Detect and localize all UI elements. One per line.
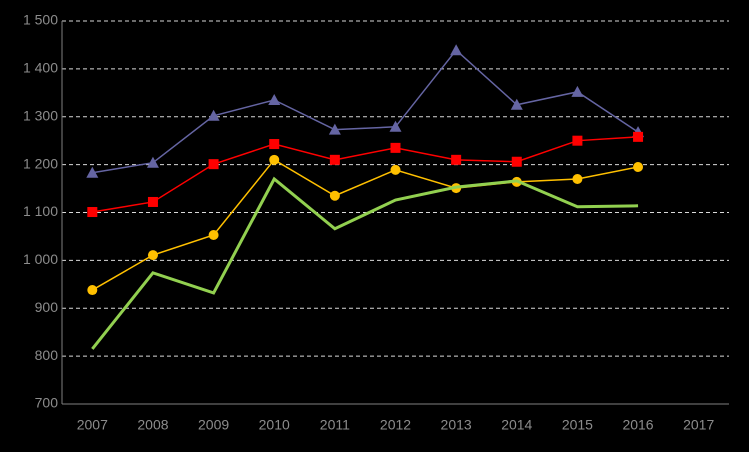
series-line — [92, 136, 639, 213]
x-tick-label: 2009 — [198, 417, 229, 433]
marker — [390, 142, 401, 153]
series-line — [92, 49, 639, 174]
y-tick-label: 800 — [35, 347, 59, 363]
y-tick-label: 1 200 — [23, 155, 58, 171]
marker — [633, 162, 644, 173]
marker — [208, 230, 219, 241]
x-tick-label: 2011 — [320, 417, 350, 433]
y-tick-label: 1 100 — [23, 203, 58, 219]
marker — [329, 154, 340, 165]
marker — [450, 44, 463, 56]
y-tick-label: 1 300 — [23, 107, 58, 123]
marker — [451, 154, 462, 165]
x-tick-label: 2013 — [441, 417, 472, 433]
marker — [510, 98, 523, 110]
marker — [572, 135, 583, 146]
marker — [633, 131, 644, 142]
marker — [87, 285, 98, 296]
x-tick-label: 2007 — [77, 417, 108, 433]
x-tick-label: 2008 — [137, 417, 168, 433]
marker — [269, 154, 280, 165]
marker — [86, 166, 99, 178]
marker — [511, 156, 522, 167]
marker — [389, 120, 402, 132]
marker — [269, 139, 280, 150]
marker — [87, 207, 98, 218]
marker — [208, 159, 219, 170]
marker — [329, 190, 340, 201]
marker — [146, 156, 159, 168]
y-tick-label: 1 400 — [23, 60, 58, 76]
marker — [390, 164, 401, 175]
series-line — [91, 158, 639, 291]
marker — [147, 196, 158, 207]
y-tick-label: 1 000 — [23, 251, 58, 267]
x-tick-label: 2012 — [380, 417, 411, 433]
x-tick-label: 2010 — [259, 417, 290, 433]
marker — [268, 93, 281, 105]
marker — [328, 123, 341, 135]
marker — [571, 85, 584, 97]
marker — [207, 109, 220, 121]
series-line — [91, 176, 639, 350]
marker — [572, 173, 583, 184]
x-tick-label: 2017 — [683, 417, 714, 433]
x-tick-label: 2015 — [562, 417, 593, 433]
marker — [147, 250, 158, 261]
y-tick-label: 700 — [35, 395, 59, 411]
x-tick-label: 2016 — [622, 417, 653, 433]
y-tick-label: 1 500 — [23, 12, 58, 28]
y-tick-label: 900 — [35, 299, 59, 315]
x-tick-label: 2014 — [501, 417, 532, 433]
